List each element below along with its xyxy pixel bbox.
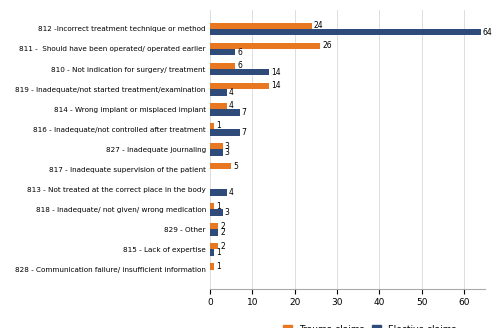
Text: 2: 2: [220, 228, 226, 237]
Text: 1: 1: [216, 121, 221, 131]
Text: 64: 64: [483, 28, 492, 37]
Legend: Trauma claims, Elective claims: Trauma claims, Elective claims: [280, 321, 460, 328]
Text: 6: 6: [238, 61, 242, 70]
Text: 1: 1: [216, 202, 221, 211]
Text: 7: 7: [242, 108, 246, 117]
Text: 26: 26: [322, 41, 332, 50]
Text: 3: 3: [225, 148, 230, 157]
Text: 3: 3: [225, 208, 230, 217]
Bar: [210, 149, 222, 156]
Text: 1: 1: [216, 248, 221, 257]
Bar: [210, 69, 269, 75]
Text: 4: 4: [229, 88, 234, 97]
Text: 2: 2: [220, 222, 226, 231]
Bar: [210, 203, 214, 209]
Bar: [210, 209, 222, 216]
Text: 1: 1: [216, 262, 221, 271]
Bar: [210, 29, 481, 35]
Text: 24: 24: [314, 21, 324, 30]
Bar: [210, 83, 269, 89]
Text: 5: 5: [234, 162, 238, 171]
Text: 6: 6: [238, 48, 242, 57]
Text: 2: 2: [220, 242, 226, 251]
Bar: [210, 89, 227, 95]
Bar: [210, 63, 236, 69]
Bar: [210, 23, 312, 29]
Text: 14: 14: [272, 81, 281, 91]
Text: 4: 4: [229, 188, 234, 197]
Text: 14: 14: [272, 68, 281, 77]
Bar: [210, 230, 218, 236]
Bar: [210, 189, 227, 196]
Bar: [210, 243, 218, 250]
Bar: [210, 49, 236, 55]
Text: 3: 3: [225, 141, 230, 151]
Bar: [210, 123, 214, 129]
Text: 4: 4: [229, 101, 234, 111]
Bar: [210, 143, 222, 149]
Bar: [210, 129, 240, 135]
Bar: [210, 263, 214, 270]
Bar: [210, 43, 320, 49]
Bar: [210, 163, 231, 169]
Bar: [210, 109, 240, 115]
Bar: [210, 250, 214, 256]
Text: 7: 7: [242, 128, 246, 137]
Bar: [210, 103, 227, 109]
Bar: [210, 223, 218, 230]
